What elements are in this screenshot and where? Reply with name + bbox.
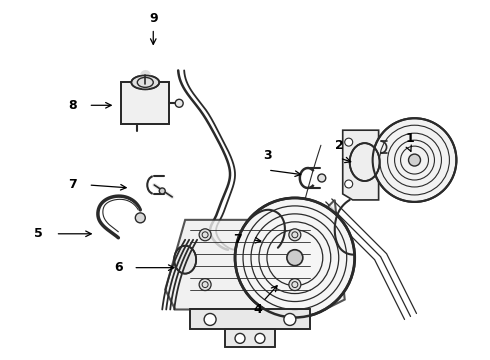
Circle shape — [318, 174, 326, 182]
Circle shape — [372, 118, 456, 202]
Circle shape — [284, 314, 296, 325]
Text: 7: 7 — [68, 179, 77, 192]
Ellipse shape — [174, 246, 196, 274]
Circle shape — [199, 279, 211, 291]
Circle shape — [289, 229, 301, 241]
Circle shape — [289, 279, 301, 291]
Bar — [122, 82, 169, 124]
Text: 1: 1 — [405, 132, 414, 145]
Bar — [190, 310, 310, 329]
Text: 6: 6 — [114, 261, 122, 274]
Circle shape — [235, 198, 355, 318]
Text: 7: 7 — [233, 233, 242, 246]
Circle shape — [255, 333, 265, 343]
Polygon shape — [343, 130, 379, 200]
Circle shape — [287, 250, 303, 266]
Circle shape — [235, 333, 245, 343]
Circle shape — [345, 180, 353, 188]
Circle shape — [345, 138, 353, 146]
Circle shape — [159, 188, 165, 194]
Bar — [225, 329, 275, 347]
Text: 2: 2 — [335, 139, 344, 152]
Circle shape — [135, 213, 145, 223]
Polygon shape — [165, 200, 345, 310]
Text: 9: 9 — [149, 12, 158, 25]
Bar — [190, 310, 310, 329]
Bar — [122, 82, 169, 124]
Circle shape — [199, 229, 211, 241]
Bar — [225, 329, 275, 347]
Text: 5: 5 — [34, 227, 43, 240]
Text: 8: 8 — [68, 99, 77, 112]
Ellipse shape — [350, 143, 380, 181]
Text: 3: 3 — [264, 149, 272, 162]
Ellipse shape — [131, 75, 159, 89]
Circle shape — [204, 314, 216, 325]
Circle shape — [175, 99, 183, 107]
Text: 4: 4 — [254, 303, 262, 316]
Circle shape — [409, 154, 420, 166]
